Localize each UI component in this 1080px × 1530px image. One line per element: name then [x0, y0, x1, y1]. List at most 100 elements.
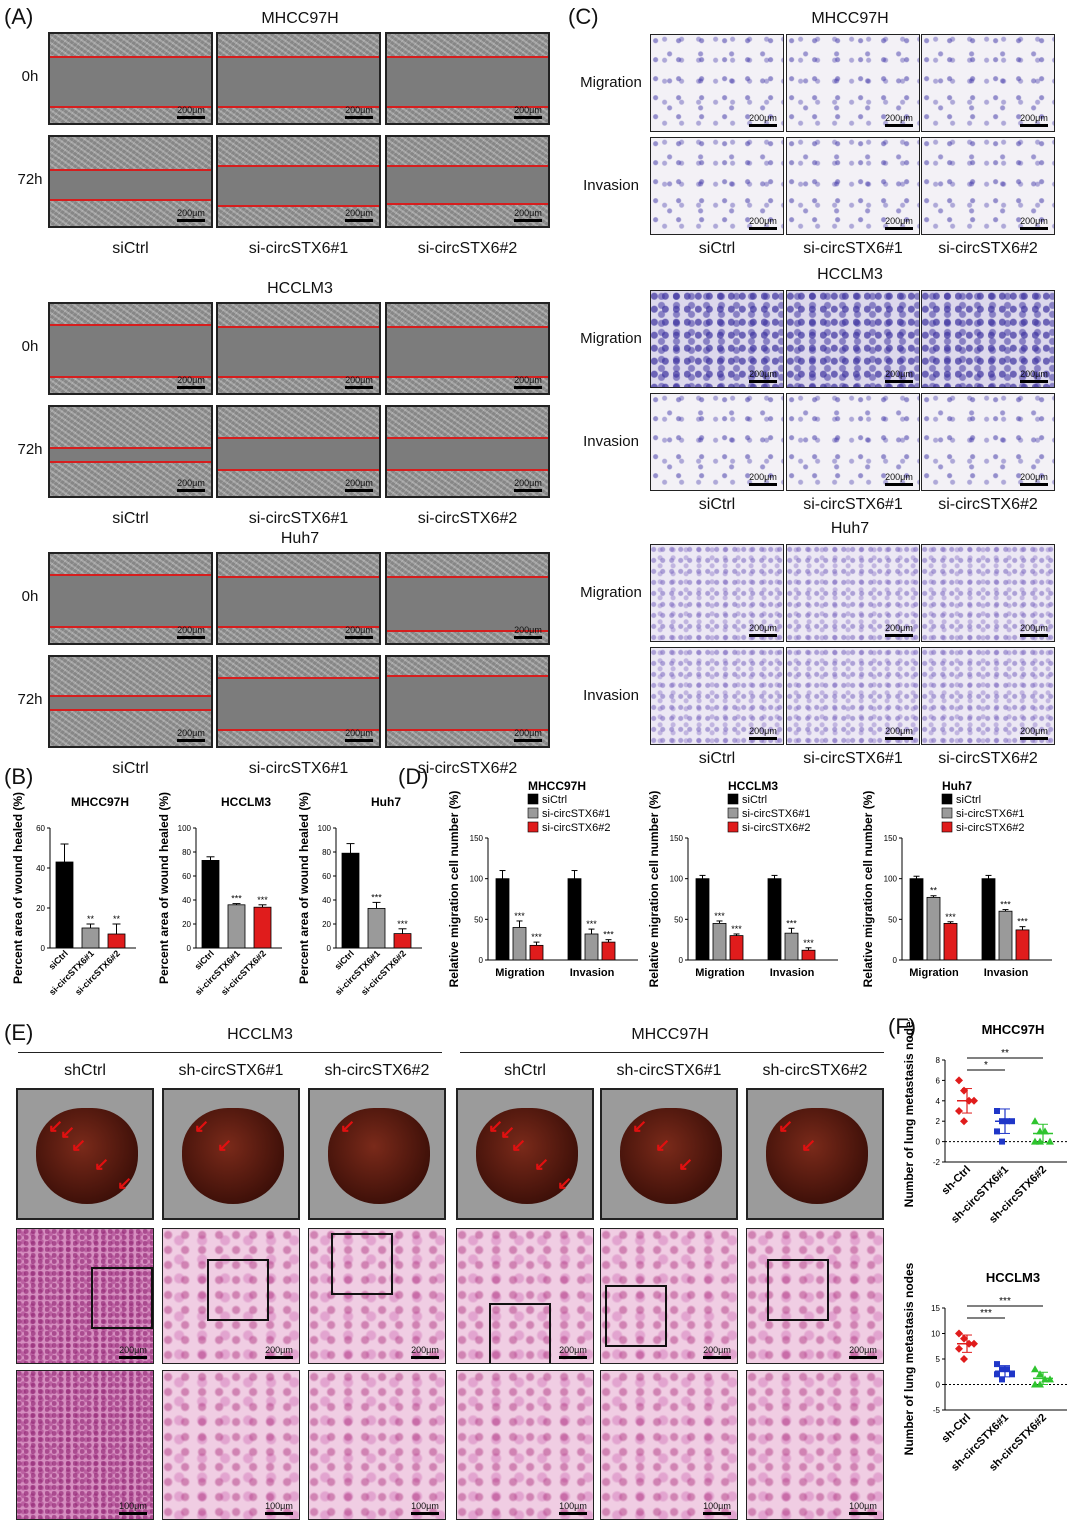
red-arrow-icon: ↙ — [500, 1122, 516, 1142]
f-ytick-label: -2 — [933, 1158, 941, 1167]
f-ytick-label: 2 — [936, 1117, 941, 1126]
a-wound-edge-top — [218, 677, 379, 679]
d-significance: *** — [1017, 917, 1028, 927]
scale-bar-label: 200μm — [345, 105, 373, 115]
scale-bar-line — [411, 1356, 439, 1359]
a-wound-gap — [387, 165, 548, 203]
a-wound-gap — [218, 437, 379, 469]
scale-bar-label: 200μm — [345, 375, 373, 385]
scale-bar-line — [345, 636, 373, 639]
scale-bar-label: 200μm — [514, 208, 542, 218]
panel-d-charts: Relative migration cell number (%) MHCC97… — [447, 779, 1052, 988]
d-ytick-label: 0 — [479, 956, 484, 965]
f-ytick-label: 8 — [936, 1056, 941, 1065]
scale-bar-line — [749, 737, 777, 740]
e-inset-box — [605, 1285, 667, 1347]
scale-bar: 200μm — [177, 208, 205, 222]
c-transwell-image: 200μm — [921, 544, 1055, 642]
b-ytick-label: 20 — [322, 920, 331, 929]
f-title: HCCLM3 — [986, 1270, 1040, 1285]
a-wound-edge-top — [50, 56, 211, 58]
d-significance: *** — [586, 919, 597, 929]
f-ylabel: Number of lung metastasis nodes — [902, 1262, 916, 1455]
e-inset-box — [207, 1259, 269, 1321]
c-group-label: si-circSTX6#2 — [938, 750, 1038, 767]
c-transwell-image: 200μm — [921, 34, 1055, 132]
a-wound-gap — [218, 576, 379, 626]
f-point — [955, 1344, 963, 1353]
c-cellline-title: HCCLM3 — [817, 266, 883, 283]
scale-bar-line — [849, 1356, 877, 1359]
a-wound-gap — [218, 165, 379, 205]
c-group-label: si-circSTX6#1 — [803, 496, 903, 513]
scale-bar-line — [345, 386, 373, 389]
scale-bar-line — [345, 489, 373, 492]
d-category-label: Invasion — [984, 967, 1029, 979]
a-scratch-image: 200μm — [48, 405, 213, 498]
e-lung — [36, 1108, 138, 1204]
d-significance: *** — [731, 924, 742, 934]
red-arrow-icon: ↙ — [632, 1116, 648, 1136]
c-group-label: siCtrl — [698, 496, 736, 513]
scale-bar: 200μm — [265, 1345, 293, 1359]
a-wound-edge-top — [50, 447, 211, 449]
scale-bar: 200μm — [177, 625, 205, 639]
d-ytick-label: 0 — [893, 956, 898, 965]
a-wound-edge-bottom — [218, 729, 379, 731]
f-ytick-label: 5 — [936, 1355, 941, 1364]
b-significance: *** — [257, 895, 268, 905]
a-wound-gap — [387, 326, 548, 376]
a-wound-gap — [218, 677, 379, 729]
a-wound-gap — [50, 574, 211, 626]
scale-bar-label: 200μm — [345, 208, 373, 218]
c-row-label: Migration — [580, 74, 642, 91]
a-wound-edge-bottom — [218, 376, 379, 378]
f-point — [994, 1361, 1000, 1368]
a-wound-gap — [50, 324, 211, 376]
scale-bar: 200μm — [849, 1345, 877, 1359]
a-wound-gap — [50, 695, 211, 709]
scale-bar: 200μm — [749, 726, 777, 740]
d-significance: *** — [803, 938, 814, 948]
scale-bar: 200μm — [749, 113, 777, 127]
d-category-label: Invasion — [570, 967, 615, 979]
d-bar — [998, 910, 1013, 961]
scale-bar-label: 200μm — [749, 472, 777, 482]
scale-bar: 200μm — [885, 472, 913, 486]
f-ytick-label: 6 — [936, 1076, 941, 1085]
a-wound-edge-top — [50, 324, 211, 326]
d-ylabel: Relative migration cell number (%) — [647, 791, 661, 988]
f-point — [1046, 1137, 1054, 1145]
scale-bar: 200μm — [514, 625, 542, 639]
e-histology-high: 100μm — [16, 1370, 154, 1520]
scale-bar-line — [514, 386, 542, 389]
red-arrow-icon: ↙ — [488, 1116, 504, 1136]
scale-bar-label: 200μm — [177, 625, 205, 635]
a-cellline-title: Huh7 — [280, 530, 320, 547]
f-comparison-label: ** — [1001, 1048, 1009, 1059]
f-point — [1036, 1370, 1044, 1378]
d-title: MHCC97H — [528, 779, 586, 793]
scale-bar: 200μm — [885, 216, 913, 230]
a-wound-edge-bottom — [387, 376, 548, 378]
c-group-label: si-circSTX6#1 — [803, 240, 903, 257]
d-category-label: Migration — [495, 967, 545, 979]
e-histology-low: 200μm — [308, 1228, 446, 1364]
d-bar — [1015, 929, 1030, 961]
e-histology-low: 200μm — [600, 1228, 738, 1364]
scale-bar-line — [885, 227, 913, 230]
a-wound-gap — [387, 675, 548, 729]
a-group-label: si-circSTX6#2 — [417, 510, 518, 527]
scale-bar: 200μm — [885, 726, 913, 740]
b-bar — [201, 860, 220, 949]
f-category-label: sh-Ctrl — [940, 1412, 974, 1446]
f-ylabel: Number of lung metastasis nodes — [902, 1020, 916, 1207]
scale-bar-label: 200μm — [1020, 472, 1048, 482]
scale-bar: 200μm — [1020, 726, 1048, 740]
c-transwell-image: 200μm — [650, 393, 784, 491]
red-arrow-icon: ↙ — [94, 1154, 110, 1174]
e-rule-left — [18, 1052, 442, 1053]
b-bar — [367, 907, 386, 949]
a-wound-edge-bottom — [50, 709, 211, 711]
c-group-label: siCtrl — [698, 750, 736, 767]
